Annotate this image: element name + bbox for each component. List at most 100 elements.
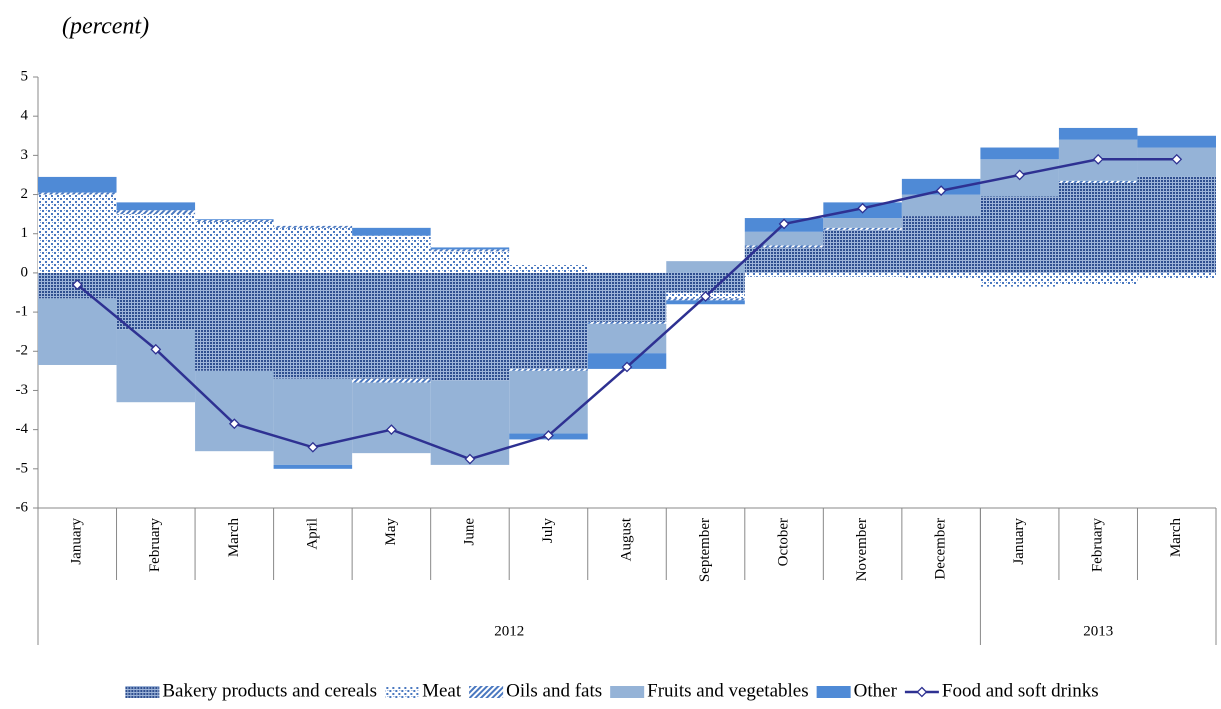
legend-label: Bakery products and cereals: [162, 680, 377, 701]
bar-segment: [352, 235, 431, 273]
y-tick-label: 2: [21, 186, 29, 202]
chart-title: (percent): [62, 14, 149, 40]
line-marker: [778, 218, 790, 230]
bar-segment: [352, 227, 431, 236]
bar-segment: [901, 272, 981, 279]
y-tick-label: 4: [21, 108, 29, 124]
bar-segment: [116, 210, 196, 215]
bar-segment: [509, 370, 588, 434]
line-marker: [385, 424, 397, 436]
bar-segment: [195, 221, 274, 273]
bar-segment: [195, 272, 274, 371]
bar-segment: [195, 370, 274, 452]
bar-segment: [273, 225, 353, 228]
line-marker: [150, 343, 162, 355]
bar-segment: [823, 218, 902, 228]
y-tick-label: -4: [16, 421, 29, 437]
y-tick-label: 3: [21, 147, 29, 163]
bar-segment: [116, 214, 196, 273]
bar-segment: [116, 272, 196, 330]
legend-swatch: [816, 686, 851, 698]
bar-segment: [116, 202, 196, 211]
bar-segment: [116, 329, 196, 403]
legend-marker: [916, 686, 928, 698]
y-tick-label: 0: [21, 264, 29, 280]
bar-segment: [1137, 135, 1216, 148]
y-tick-label: -6: [16, 499, 29, 515]
line-marker: [857, 202, 869, 214]
bar-segment: [823, 229, 902, 273]
x-tick-label: January: [69, 518, 85, 565]
bar-segment: [509, 265, 588, 273]
x-tick-label: November: [854, 518, 870, 581]
bar-segment: [666, 261, 745, 273]
x-tick-label: April: [304, 518, 320, 550]
bar-segment: [509, 272, 588, 369]
bar-segment: [587, 353, 667, 369]
bar-segment: [587, 272, 667, 322]
line-marker: [700, 290, 711, 302]
legend-swatch: [125, 686, 160, 698]
x-tick-label: March: [226, 518, 242, 558]
legend-label: Other: [854, 680, 898, 701]
legend-swatch: [469, 686, 504, 698]
legend-label: Meat: [422, 680, 462, 701]
bar-segment: [744, 245, 824, 248]
legend-label: Oils and fats: [506, 680, 602, 701]
bar-segment: [823, 227, 902, 230]
bar-segment: [273, 464, 353, 469]
y-tick-label: -3: [16, 382, 29, 398]
bar-segment: [1058, 272, 1138, 285]
bar-segment: [352, 272, 431, 379]
line-marker: [307, 441, 319, 453]
legend: Bakery products and cereals Meat Oils and …: [125, 680, 1099, 701]
y-tick-label: -1: [16, 304, 29, 320]
bar-segment: [430, 247, 510, 250]
bar-segment: [744, 272, 824, 277]
x-tick-label: May: [383, 518, 399, 546]
bar-segment: [273, 272, 353, 379]
y-tick-label: -2: [16, 343, 29, 359]
bar-segment: [38, 194, 117, 273]
bar-segment: [1137, 176, 1216, 273]
group-label: 2012: [494, 623, 524, 639]
bar-segment: [744, 247, 824, 273]
line-marker: [1171, 153, 1183, 165]
line-marker: [71, 279, 83, 291]
x-tick-label: February: [1090, 518, 1106, 573]
x-tick-label: January: [1011, 518, 1027, 565]
x-tick-label: February: [147, 518, 163, 573]
line-marker: [464, 453, 476, 465]
bar-segment: [1058, 180, 1138, 183]
x-tick-label: August: [618, 517, 634, 561]
bar-segment: [823, 272, 902, 277]
bar-segment: [430, 251, 510, 273]
x-tick-label: March: [1168, 518, 1184, 558]
legend-label: Food and soft drinks: [942, 680, 1099, 701]
bar-segment: [587, 323, 667, 354]
legend-swatch: [610, 686, 645, 698]
bar-segment: [195, 220, 274, 222]
bar-segment: [744, 231, 824, 246]
bar-segment: [901, 216, 981, 273]
y-tick-label: 1: [21, 225, 29, 241]
bar-segment: [587, 321, 667, 324]
line-marker: [935, 185, 947, 197]
bar-segment: [509, 368, 588, 371]
bar-segment: [38, 192, 117, 195]
line-marker: [1014, 169, 1026, 181]
bar-segment: [1137, 272, 1216, 279]
bar-segment: [352, 378, 431, 383]
bar-segment: [430, 249, 510, 252]
y-tick-label: -5: [16, 460, 29, 476]
bar-segment: [980, 147, 1059, 160]
bar-segment: [901, 194, 981, 217]
x-tick-label: December: [933, 518, 949, 580]
line-marker: [543, 430, 554, 441]
bar-segment: [38, 176, 117, 193]
x-tick-label: July: [540, 518, 556, 544]
bar-segment: [1058, 182, 1138, 273]
group-label: 2013: [1083, 623, 1113, 639]
line-marker: [1092, 153, 1104, 165]
bar-segment: [980, 196, 1059, 273]
